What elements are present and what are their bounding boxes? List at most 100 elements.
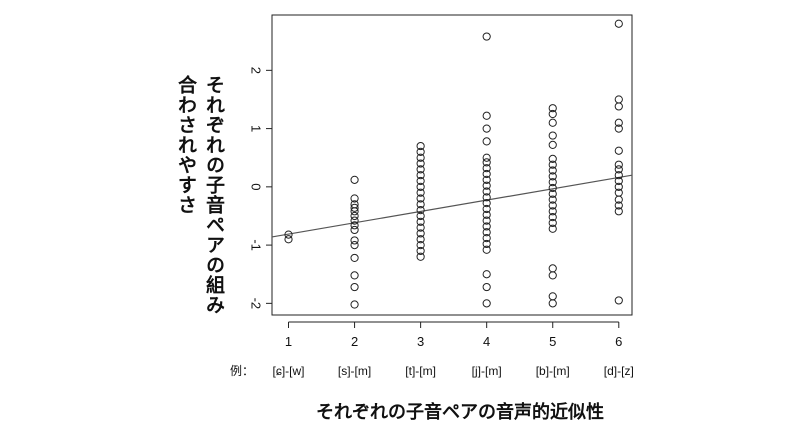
data-point [482, 158, 491, 167]
data-point [614, 171, 623, 180]
data-point [416, 240, 425, 250]
data-point [416, 188, 425, 197]
data-point [482, 199, 491, 208]
data-point [482, 193, 491, 202]
data-point [548, 104, 557, 113]
data-point [350, 236, 359, 245]
data-point [614, 19, 623, 28]
y-tick-label: -2 [249, 298, 264, 310]
data-point [350, 175, 359, 184]
data-point [416, 217, 425, 226]
example-label: [b]-[m] [536, 364, 570, 378]
plot-frame [271, 14, 633, 316]
x-tick-label: 1 [285, 334, 292, 349]
data-point [548, 271, 557, 280]
data-point [548, 218, 557, 228]
data-point [482, 153, 491, 162]
data-point [548, 183, 557, 193]
example-label: [t]-[m] [405, 364, 436, 378]
data-point [416, 246, 425, 256]
y-axis-title: それぞれの子音ペアの組み合わされやすさ [175, 75, 225, 315]
data-point [614, 182, 623, 191]
data-point [548, 172, 557, 181]
x-tick-label: 6 [615, 334, 622, 349]
data-point [416, 223, 425, 232]
data-point [350, 271, 359, 280]
data-point [548, 109, 557, 119]
data-point [482, 187, 491, 196]
data-point [350, 207, 359, 216]
data-point [350, 225, 359, 235]
data-point [416, 252, 425, 261]
data-point [416, 200, 425, 209]
data-point [350, 300, 359, 309]
data-point [350, 240, 359, 250]
data-point [482, 234, 491, 243]
x-tick-label: 3 [417, 334, 424, 349]
example-label: [j]-[m] [472, 364, 502, 378]
y-axis: -2 -1 0 1 2 [249, 67, 272, 310]
data-point [548, 118, 557, 127]
x-axis-title: それぞれの子音ペアの音声的近似性 [316, 402, 604, 423]
data-point [548, 154, 557, 163]
data-point [416, 206, 425, 215]
data-point [416, 153, 425, 162]
data-point [350, 194, 359, 203]
data-point [350, 282, 359, 292]
data-point [482, 239, 491, 249]
data-point [350, 221, 359, 230]
data-point [416, 176, 425, 186]
data-point [548, 189, 557, 198]
data-point [416, 194, 425, 203]
data-point [350, 216, 359, 225]
data-point [482, 216, 491, 225]
data-point [548, 166, 557, 175]
data-point [482, 169, 491, 179]
data-point [284, 230, 293, 239]
data-point [614, 296, 623, 305]
data-point [614, 124, 623, 133]
data-point [614, 195, 623, 204]
data-point [482, 204, 491, 214]
y-tick-label: 0 [249, 183, 264, 190]
data-point [350, 253, 359, 263]
data-point [614, 201, 623, 210]
data-point [350, 203, 359, 212]
data-point [548, 131, 557, 140]
data-point [548, 213, 557, 222]
data-point [548, 201, 557, 210]
example-label: [s]-[m] [338, 364, 371, 378]
x-tick-label: 5 [549, 334, 556, 349]
data-point [350, 211, 359, 221]
data-point [482, 124, 491, 133]
example-label: [d]-[z] [604, 364, 634, 378]
data-point [416, 159, 425, 168]
data-point [482, 299, 491, 308]
example-prefix: 例： [230, 364, 254, 378]
data-point [416, 235, 425, 244]
data-point [548, 140, 557, 150]
data-point [482, 210, 491, 219]
data-point [614, 207, 623, 216]
y-tick-label: -1 [249, 239, 264, 251]
data-point [548, 207, 557, 216]
y-tick-label: 1 [249, 125, 264, 132]
data-point [614, 165, 623, 174]
data-point [482, 164, 491, 173]
data-point [284, 235, 293, 244]
data-point [416, 182, 425, 191]
x-tick-label: 2 [351, 334, 358, 349]
x-axis: 1 2 3 4 5 6 [285, 321, 622, 349]
data-point [614, 102, 623, 111]
regression-line [271, 174, 633, 238]
data-point [548, 292, 557, 301]
data-point [482, 282, 491, 292]
data-point [416, 147, 425, 156]
data-point [548, 264, 557, 273]
data-point [548, 160, 557, 169]
data-point [482, 228, 491, 237]
data-point [482, 245, 491, 254]
data-point [614, 118, 623, 127]
x-tick-label: 4 [483, 334, 490, 349]
